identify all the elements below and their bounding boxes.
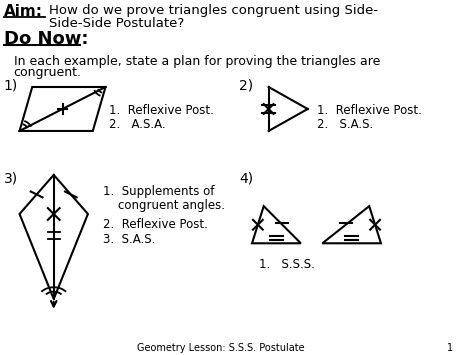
Text: Side-Side Postulate?: Side-Side Postulate?: [49, 17, 184, 30]
Text: 1.  Supplements of: 1. Supplements of: [102, 185, 214, 198]
Text: 1): 1): [4, 78, 18, 92]
Text: 2.   S.A.S.: 2. S.A.S.: [318, 118, 374, 131]
Text: 2.  Reflexive Post.: 2. Reflexive Post.: [102, 218, 208, 231]
Text: 3.  S.A.S.: 3. S.A.S.: [102, 233, 155, 246]
Text: Geometry Lesson: S.S.S. Postulate: Geometry Lesson: S.S.S. Postulate: [137, 343, 304, 353]
Text: 3): 3): [4, 172, 18, 186]
Text: 2): 2): [239, 78, 254, 92]
Text: In each example, state a plan for proving the triangles are: In each example, state a plan for provin…: [14, 55, 380, 68]
Text: 2.   A.S.A.: 2. A.S.A.: [109, 118, 166, 131]
Text: Aim:: Aim:: [4, 4, 43, 19]
Text: How do we prove triangles congruent using Side-: How do we prove triangles congruent usin…: [49, 4, 378, 17]
Text: congruent angles.: congruent angles.: [102, 200, 225, 212]
Text: 1.  Reflexive Post.: 1. Reflexive Post.: [109, 104, 214, 116]
Text: 1: 1: [447, 343, 454, 353]
Text: 4): 4): [239, 172, 254, 186]
Text: 1.  Reflexive Post.: 1. Reflexive Post.: [318, 104, 422, 116]
Text: Do Now:: Do Now:: [4, 30, 89, 48]
Text: congruent.: congruent.: [14, 66, 82, 80]
Text: 1.   S.S.S.: 1. S.S.S.: [259, 258, 315, 271]
